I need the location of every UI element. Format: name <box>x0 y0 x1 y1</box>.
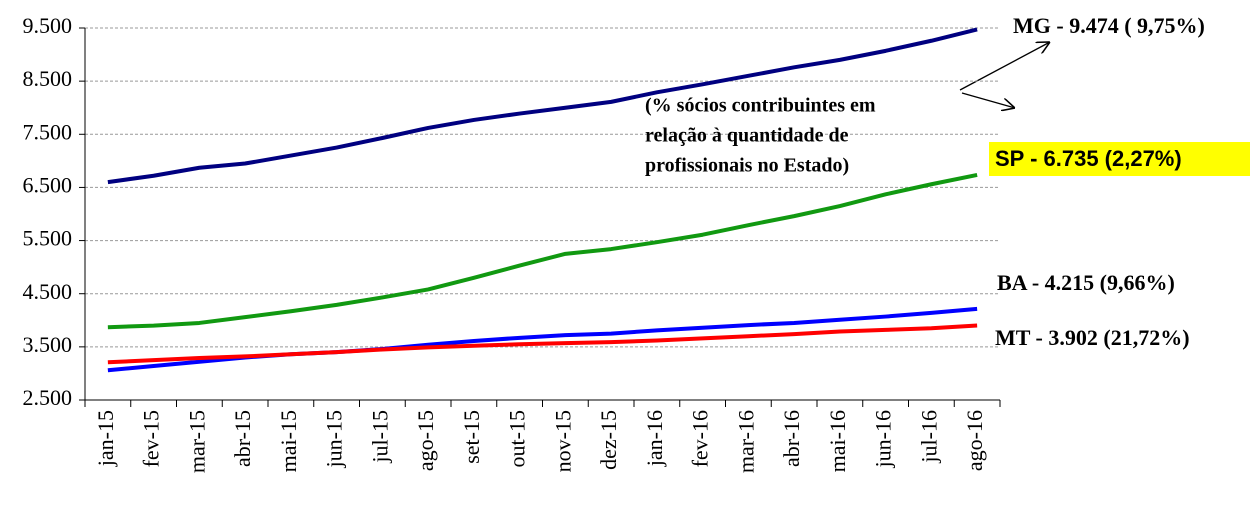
y-tick-label: 9.500 <box>23 13 73 38</box>
x-tick-label: set-15 <box>459 410 484 464</box>
x-tick-label: jul-15 <box>367 410 392 464</box>
x-tick-label: abr-15 <box>230 410 255 467</box>
y-tick-label: 2.500 <box>23 385 73 410</box>
series-label: MT - 3.902 (21,72%) <box>995 325 1190 350</box>
series-line <box>107 172 978 330</box>
y-tick-label: 7.500 <box>23 119 73 144</box>
y-tick-label: 3.500 <box>23 332 73 357</box>
series-line <box>107 27 978 185</box>
series-line <box>107 323 978 365</box>
x-tick-label: fev-16 <box>688 410 713 467</box>
x-tick-label: mai-16 <box>825 410 850 472</box>
arrow <box>961 92 1015 108</box>
series-label: MG - 9.474 ( 9,75%) <box>1013 13 1205 38</box>
x-tick-label: mar-15 <box>184 410 209 473</box>
series-label: SP - 6.735 (2,27%) <box>995 146 1182 171</box>
y-tick-label: 8.500 <box>23 66 73 91</box>
x-tick-label: fev-15 <box>139 410 164 467</box>
x-tick-label: abr-16 <box>779 410 804 467</box>
x-tick-label: nov-15 <box>550 410 575 472</box>
y-tick-label: 5.500 <box>23 226 73 251</box>
x-tick-label: jun-16 <box>871 410 896 468</box>
x-tick-label: jun-15 <box>322 410 347 468</box>
y-tick-label: 4.500 <box>23 279 73 304</box>
annotation: (% sócios contribuintes em <box>645 95 876 117</box>
x-tick-label: dez-15 <box>596 410 621 470</box>
x-tick-label: mar-16 <box>733 410 758 473</box>
x-tick-label: jul-16 <box>916 410 941 464</box>
y-tick-label: 6.500 <box>23 172 73 197</box>
series-label: BA - 4.215 (9,66%) <box>997 270 1175 295</box>
label-highlight <box>989 142 1250 176</box>
annotation: relação à quantidade de <box>645 125 849 147</box>
x-tick-label: ago-15 <box>413 410 438 471</box>
x-tick-label: mai-15 <box>276 410 301 472</box>
x-tick-label: jan-16 <box>642 410 667 467</box>
x-tick-label: ago-16 <box>962 410 987 471</box>
x-tick-label: out-15 <box>505 410 530 467</box>
x-tick-label: jan-15 <box>93 410 118 467</box>
arrow <box>959 42 1050 91</box>
annotation: profissionais no Estado) <box>645 155 849 177</box>
